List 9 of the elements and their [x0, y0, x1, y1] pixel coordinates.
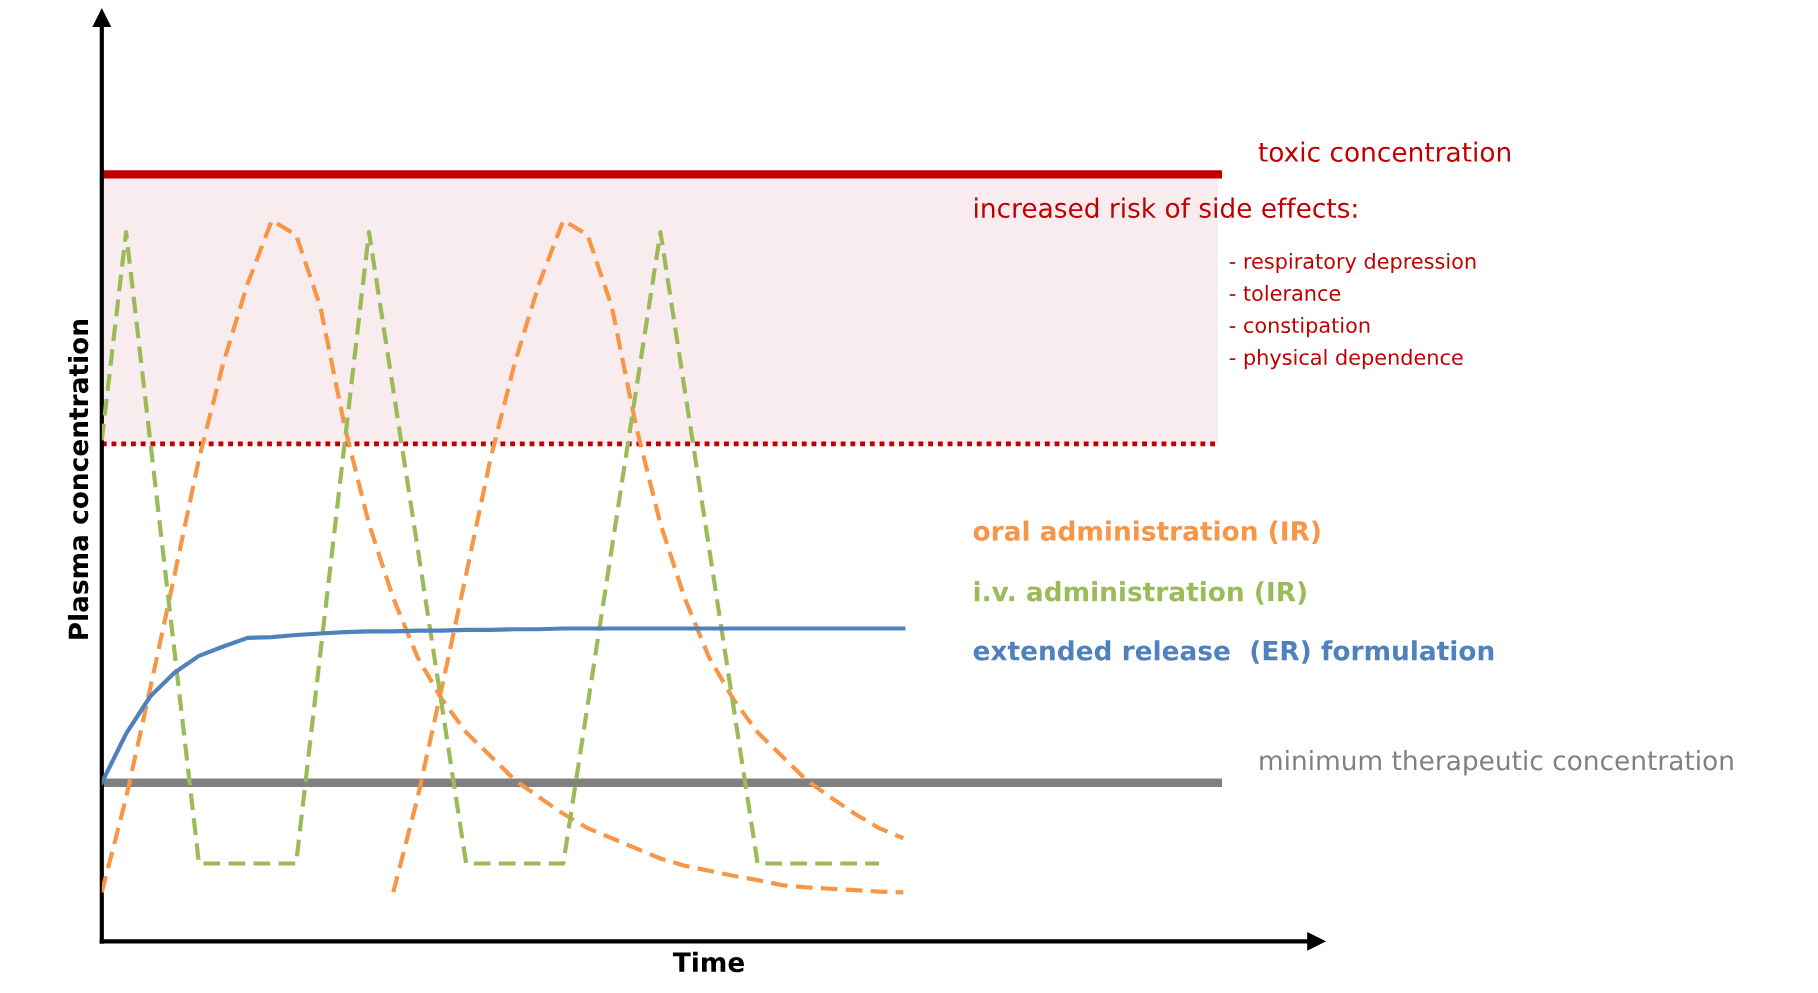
annotation: increased risk of side effects: — [975, 197, 1357, 219]
text: i.v. administration (IR) — [974, 581, 1306, 605]
ref-line-label: minimum therapeutic concentration — [1260, 750, 1733, 776]
ref-line-label: toxic concentration — [1258, 141, 1510, 162]
y-axis-title: Plasma concentration — [67, 320, 89, 639]
x-axis-title: Time — [672, 951, 744, 973]
text: extended release (ER) formulation — [973, 640, 1494, 664]
text: oral administration (IR) — [973, 520, 1320, 545]
annotation: - respiratory depression - tolerance - constipation - physical dependence — [1229, 252, 1476, 370]
